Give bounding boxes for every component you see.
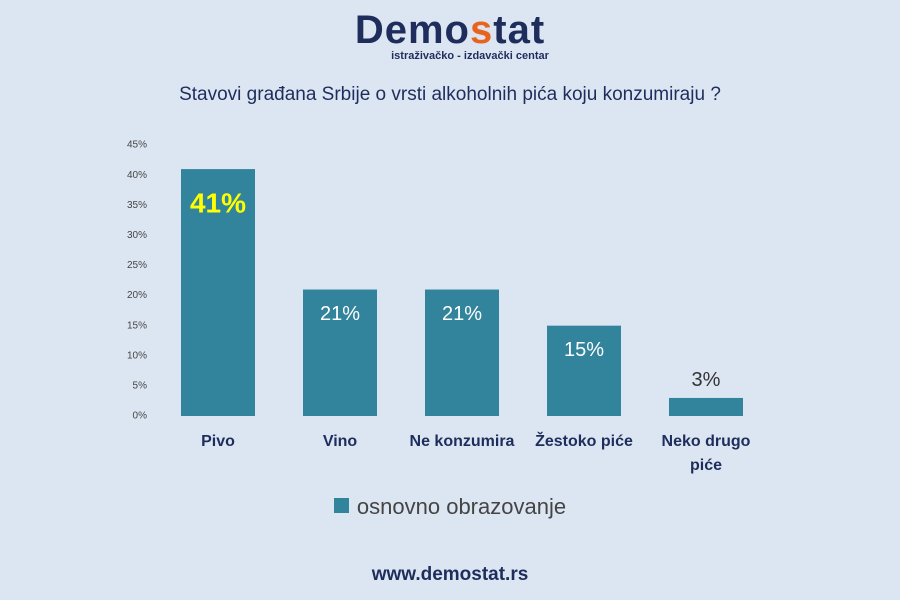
y-tick-label: 15% <box>127 320 147 331</box>
y-tick-label: 45% <box>127 140 147 151</box>
bar <box>547 325 621 416</box>
data-label: 21% <box>442 303 482 325</box>
bar <box>425 289 499 416</box>
x-tick-label: Pivo <box>201 433 235 450</box>
legend-label: osnovno obrazovanje <box>356 494 567 519</box>
bar <box>669 397 743 416</box>
legend-swatch <box>333 498 349 513</box>
x-tick-label: Ne konzumira <box>409 433 515 450</box>
y-tick-label: 0% <box>133 411 148 422</box>
logo: Demostat <box>0 8 900 53</box>
logo-part: Demo <box>354 8 470 52</box>
y-tick-label: 5% <box>133 381 148 392</box>
x-tick-label: Vino <box>322 433 358 450</box>
data-label: 21% <box>320 303 360 325</box>
y-tick-label: 20% <box>127 290 147 301</box>
bar <box>181 169 255 416</box>
logo-part: s <box>470 8 494 52</box>
logo-part: tat <box>493 8 546 52</box>
y-tick-label: 10% <box>127 350 147 361</box>
x-tick-label: Neko drugo piće <box>661 433 751 474</box>
y-tick-label: 30% <box>127 230 147 241</box>
chart-title: Stavovi građana Srbije o vrsti alkoholni… <box>179 84 721 105</box>
y-tick-label: 35% <box>127 200 147 211</box>
y-tick-label: 25% <box>127 260 147 271</box>
data-label: 41% <box>190 187 246 218</box>
legend: osnovno obrazovanje <box>0 494 900 520</box>
bar <box>303 289 377 416</box>
tagline: istraživačko - izdavački centar <box>391 50 549 62</box>
footer: www.demostat.rs <box>371 564 529 585</box>
x-tick-label: Žestoko piće <box>535 433 633 450</box>
data-label: 15% <box>564 339 604 361</box>
data-label: 3% <box>692 369 721 391</box>
y-tick-label: 40% <box>127 170 147 181</box>
